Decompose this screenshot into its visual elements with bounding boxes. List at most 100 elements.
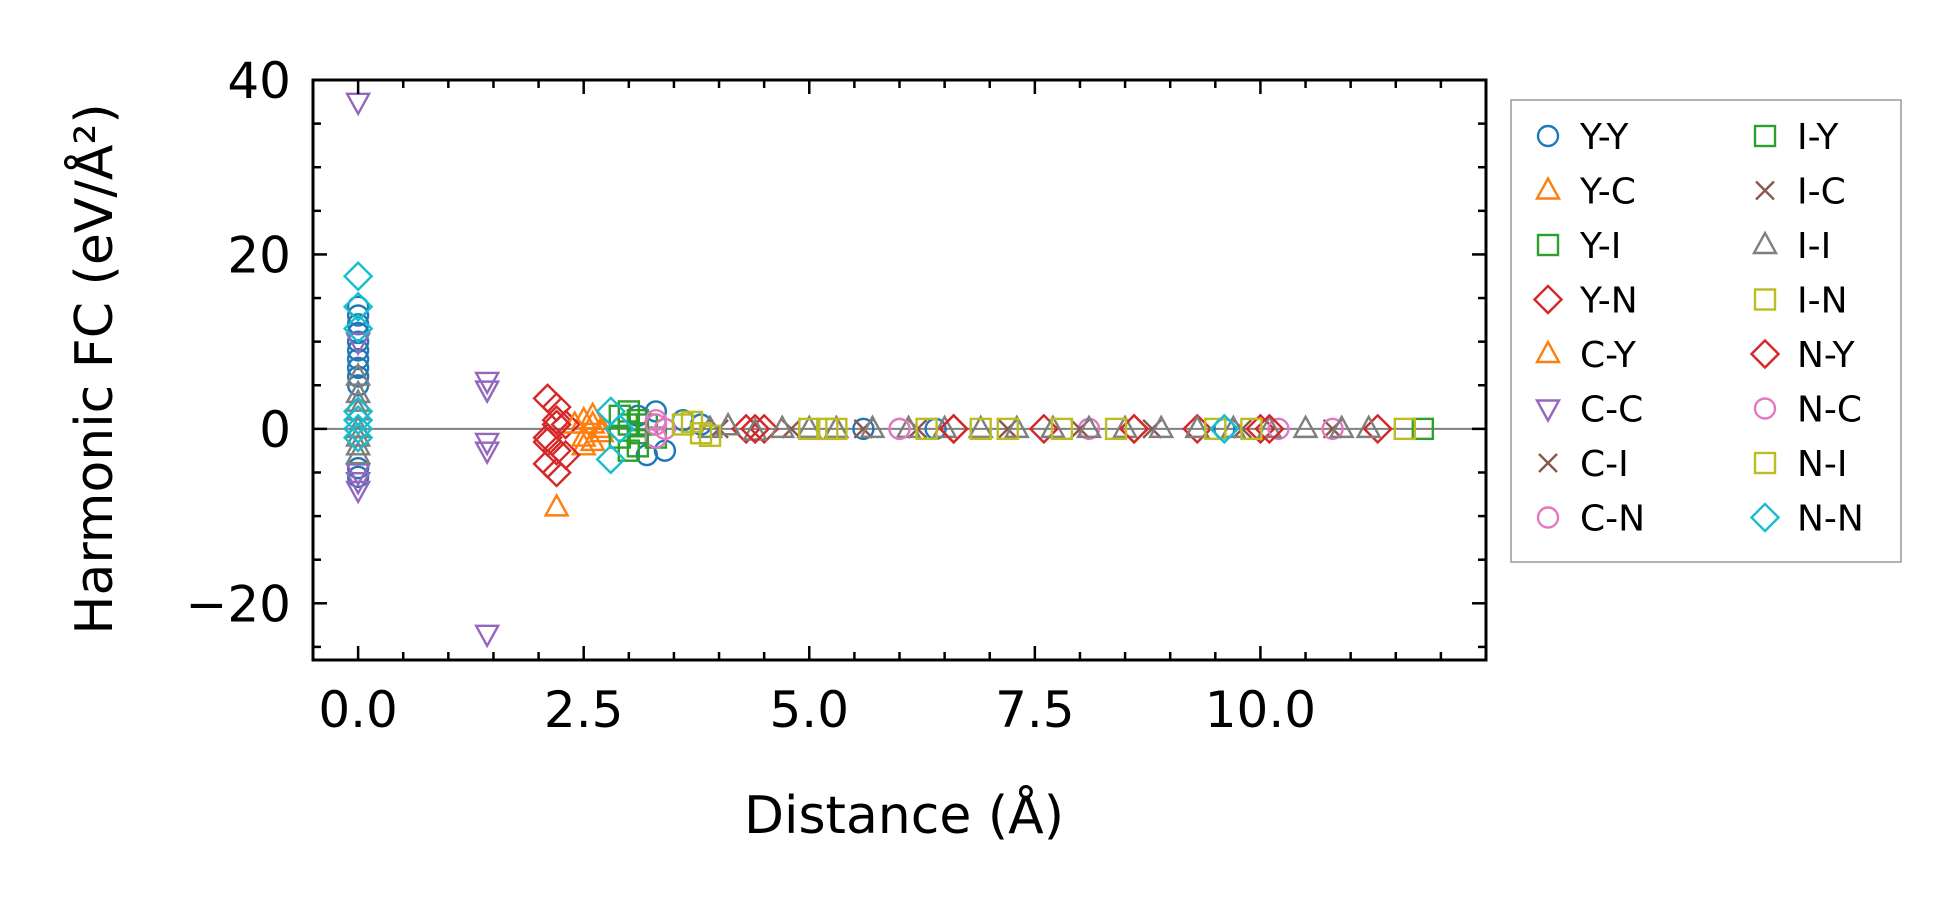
legend-label-y-i: Y-I: [1579, 226, 1621, 267]
legend-label-c-y: C-Y: [1580, 335, 1637, 376]
legend-label-n-c: N-C: [1797, 390, 1862, 431]
data-point-c-n: [1267, 417, 1290, 441]
data-point-n-n: [342, 404, 374, 436]
data-point-c-c: [474, 371, 501, 396]
data-point-y-y: [852, 417, 875, 441]
legend-box: [1510, 99, 1902, 563]
data-point-n-y: [739, 413, 771, 445]
data-point-c-c: [345, 480, 372, 505]
data-point-c-c: [345, 332, 372, 357]
data-point-i-i: [931, 414, 958, 439]
x-tick-label: 5.0: [770, 681, 850, 739]
legend-marker-n-n: [1749, 502, 1781, 533]
legend-label-i-i: I-I: [1797, 226, 1831, 267]
data-point-c-c: [474, 441, 501, 466]
data-point-i-i: [1220, 414, 1247, 439]
legend-label-n-y: N-Y: [1797, 335, 1856, 376]
data-point-n-n: [1209, 413, 1240, 445]
data-point-i-i: [345, 379, 372, 404]
legend-marker-y-i: [1536, 233, 1560, 257]
data-point-n-y: [541, 409, 572, 440]
x-tick-label: 2.5: [544, 681, 624, 739]
legend-marker-y-n: [1532, 284, 1564, 315]
data-point-y-c: [570, 431, 597, 456]
data-point-i-i: [796, 414, 823, 439]
legend-marker-i-c: [1755, 180, 1775, 201]
data-point-i-i: [345, 440, 372, 465]
data-point-i-i: [742, 416, 769, 441]
data-point-y-y: [346, 304, 370, 327]
data-point-c-c: [474, 432, 501, 457]
data-point-n-i: [1240, 417, 1263, 441]
series-n-n: [342, 261, 1240, 475]
legend-marker-i-y: [1753, 124, 1777, 148]
legend-label-i-y: I-Y: [1797, 117, 1839, 158]
x-tick-label: 10.0: [1205, 681, 1316, 739]
legend-label-n-n: N-N: [1797, 499, 1864, 540]
data-point-i-i: [1184, 414, 1211, 439]
data-point-n-i: [825, 417, 848, 441]
data-point-i-i: [715, 411, 742, 436]
data-point-n-n: [342, 413, 374, 445]
x-axis-label: Distance (Å): [744, 784, 1064, 846]
legend: Y-Y Y-C Y-I Y-N C-Y C-C C-I C-N I-Y I-C I-I I-N N-Y N…: [1510, 99, 1902, 563]
data-point-i-n: [1204, 417, 1227, 441]
data-point-c-c: [345, 463, 372, 487]
data-point-n-i: [1104, 417, 1128, 441]
y-axis-label: Harmonic FC (eV/Å²): [63, 103, 125, 634]
data-point-i-i: [769, 414, 796, 439]
data-point-y-n: [748, 413, 780, 445]
data-point-n-y: [938, 413, 969, 445]
data-point-y-y: [346, 356, 370, 380]
data-point-n-n: [342, 261, 374, 292]
y-tick-label: 20: [227, 226, 291, 284]
legend-marker-y-c: [1534, 176, 1562, 200]
data-point-y-c: [543, 492, 570, 517]
data-point-n-n: [342, 313, 374, 344]
data-point-i-i: [859, 414, 886, 439]
x-tick-label: 7.5: [995, 681, 1075, 739]
data-point-i-i: [345, 362, 372, 386]
data-point-c-c: [345, 472, 372, 496]
data-point-n-n: [342, 291, 374, 322]
series-n-c: [644, 413, 911, 441]
legend-marker-y-y: [1536, 124, 1560, 148]
series-n-i: [680, 410, 1263, 448]
x-tick-labels: 0.0 2.5 5.0 7.5 10.0: [318, 681, 1316, 739]
legend-marker-c-y: [1534, 339, 1562, 364]
data-point-y-i: [626, 435, 650, 458]
data-point-y-y: [346, 347, 370, 371]
data-point-i-n: [1050, 417, 1074, 441]
legend-marker-c-i: [1538, 453, 1558, 473]
data-point-y-n: [550, 409, 581, 440]
data-point-c-c: [474, 380, 501, 405]
legend-marker-n-i: [1753, 451, 1777, 475]
legend-marker-c-n: [1536, 506, 1560, 529]
data-point-n-i: [680, 410, 704, 434]
data-point-n-n: [604, 413, 635, 445]
data-point-n-i: [915, 417, 938, 441]
data-point-i-y: [1411, 417, 1435, 441]
data-point-y-n: [541, 435, 572, 466]
data-point-i-i: [1328, 414, 1355, 439]
data-point-y-c: [579, 427, 606, 452]
legend-label-i-n: I-N: [1797, 281, 1848, 322]
legend-label-y-n: Y-N: [1579, 281, 1638, 322]
y-tick-label: 0: [259, 401, 291, 459]
legend-label-c-c: C-C: [1580, 390, 1643, 431]
data-point-n-n: [342, 422, 374, 453]
y-tick-label: 40: [227, 52, 291, 110]
legend-marker-i-n: [1753, 288, 1777, 311]
legend-label-i-c: I-C: [1797, 172, 1846, 213]
legend-label-n-i: N-I: [1797, 444, 1848, 485]
data-point-i-i: [1256, 414, 1283, 439]
data-point-c-n: [1321, 417, 1344, 441]
data-point-y-n: [541, 404, 572, 436]
data-point-c-c: [474, 624, 501, 649]
legend-marker-n-c: [1753, 397, 1777, 420]
data-point-i-i: [967, 414, 994, 439]
data-point-n-c: [888, 417, 911, 441]
data-point-i-i: [1292, 414, 1319, 439]
data-point-n-i: [698, 424, 722, 448]
data-point-i-i: [345, 396, 372, 421]
